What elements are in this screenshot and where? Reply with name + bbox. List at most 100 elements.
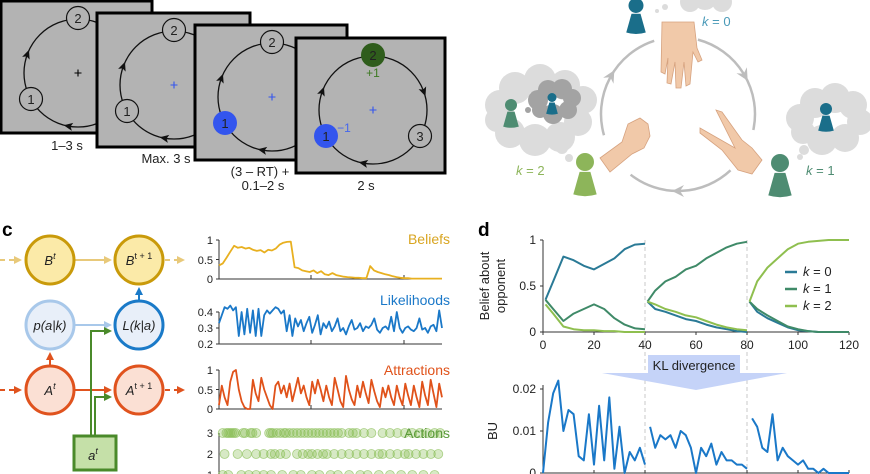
action-marker	[414, 428, 425, 438]
belief-xtick: 60	[689, 338, 703, 352]
action-marker	[329, 449, 340, 459]
task-screen: 1 2 3 +1 −1	[294, 36, 447, 175]
likelihoods-ytick: 0.2	[198, 339, 213, 351]
direction-arrow-icon	[358, 159, 369, 168]
pawn-head	[576, 153, 594, 171]
panel-d-text: Belief about opponent 1 0.5 0 0 20 40 60…	[477, 233, 859, 474]
option-node-label: 2	[268, 35, 275, 50]
attractions-ytick: 0.5	[198, 385, 213, 397]
action-marker	[407, 428, 418, 438]
belief-line-k0	[748, 300, 849, 333]
title-beliefs: Beliefs	[408, 231, 450, 247]
bu-line	[751, 413, 849, 474]
cloud-puff	[499, 72, 531, 104]
belief-xtick: 40	[638, 338, 652, 352]
action-marker	[295, 470, 306, 474]
pawn-k0-in-k1-cloud	[818, 103, 834, 132]
cycle-arc	[599, 39, 655, 136]
action-marker	[284, 428, 295, 438]
timing-feedback: 2 s	[357, 178, 375, 193]
action-marker	[377, 449, 388, 459]
attractions-ytick: 0	[207, 404, 213, 416]
kl-divergence-label-box	[648, 355, 740, 374]
thought-bubble	[662, 4, 668, 10]
action-marker	[385, 449, 395, 459]
cloud-puff	[559, 101, 577, 119]
action-marker	[307, 449, 317, 459]
actions-ytick: 3	[207, 428, 213, 440]
panel-b-rps-cycle	[485, 0, 870, 198]
node-belief-t1	[113, 234, 165, 286]
timing-choice-display-1: (3 – RT) +	[231, 164, 290, 179]
node-label-policy: p(a|k)	[33, 318, 67, 333]
thought-cloud-k0	[680, 0, 732, 12]
option-node-1	[18, 86, 44, 112]
timing-choice-display-2: 0.1–2 s	[242, 178, 285, 193]
bu-ytick: 0	[529, 466, 536, 474]
action-marker	[385, 428, 395, 438]
kl-divergence-arrow-icon	[602, 373, 787, 390]
action-marker	[321, 449, 332, 459]
action-marker	[429, 428, 440, 438]
option-node-label: 1	[123, 104, 130, 119]
action-marker	[399, 449, 410, 459]
action-marker	[288, 470, 299, 474]
cloud-puff	[532, 102, 548, 118]
action-marker	[236, 470, 247, 474]
action-marker	[310, 428, 321, 438]
belief-ytick: 0	[529, 325, 536, 339]
pawn-body	[818, 115, 834, 132]
option-node-1	[114, 98, 140, 124]
bu-line	[649, 426, 748, 474]
belief-ytick: 1	[529, 233, 536, 247]
thought-bubble	[655, 9, 659, 13]
rock-hand-icon	[599, 117, 651, 173]
direction-arrow-icon	[418, 86, 427, 97]
likelihoods-line	[218, 304, 443, 337]
action-marker	[373, 449, 384, 459]
option-node-1	[213, 111, 237, 135]
panel-b-k-labels: k = 0 k = 1 k = 2	[516, 14, 835, 178]
node-attraction-t1	[113, 364, 165, 416]
action-marker	[269, 449, 280, 459]
fixation-cross-icon	[170, 81, 178, 89]
belief-xtick: 80	[740, 338, 754, 352]
cloud-puff	[831, 124, 859, 152]
node-label-attraction-t1: At + 1	[125, 381, 152, 398]
beliefs-line	[218, 240, 442, 280]
belief-line-k1	[748, 300, 849, 333]
bu-ytick: 0.02	[513, 382, 537, 396]
pawn-k1	[768, 154, 792, 198]
pawn-body	[503, 111, 519, 128]
action-marker	[251, 449, 262, 459]
option-node-label: 2	[170, 23, 177, 38]
actions-ytick: 2	[207, 449, 213, 461]
pawn-head	[771, 154, 789, 172]
panel-c-model-graph	[0, 234, 185, 472]
belief-ylabel-line2: opponent	[493, 259, 508, 314]
belief-xtick: 20	[587, 338, 601, 352]
action-marker	[275, 449, 286, 459]
option-node-label: 1	[221, 116, 228, 131]
action-marker	[223, 470, 234, 474]
action-marker	[307, 428, 317, 438]
action-marker	[267, 428, 278, 438]
action-marker	[344, 449, 354, 459]
panel-label-c: c	[2, 220, 13, 241]
action-marker	[280, 428, 291, 438]
action-marker	[292, 449, 302, 459]
panel-label-d: d	[478, 220, 490, 241]
action-marker	[321, 428, 332, 438]
action-marker	[258, 470, 269, 474]
node-policy	[24, 299, 76, 351]
option-node-2	[361, 43, 385, 67]
pawn-body	[768, 172, 792, 198]
action-marker	[359, 449, 369, 459]
pawn-head	[628, 0, 644, 13]
scissors-hand-shape	[699, 109, 763, 175]
action-to-attraction-arrow	[94, 393, 112, 435]
action-marker	[336, 449, 347, 459]
belief-line-k0	[646, 300, 748, 333]
action-marker	[344, 428, 354, 438]
cycle-arc	[629, 169, 732, 193]
